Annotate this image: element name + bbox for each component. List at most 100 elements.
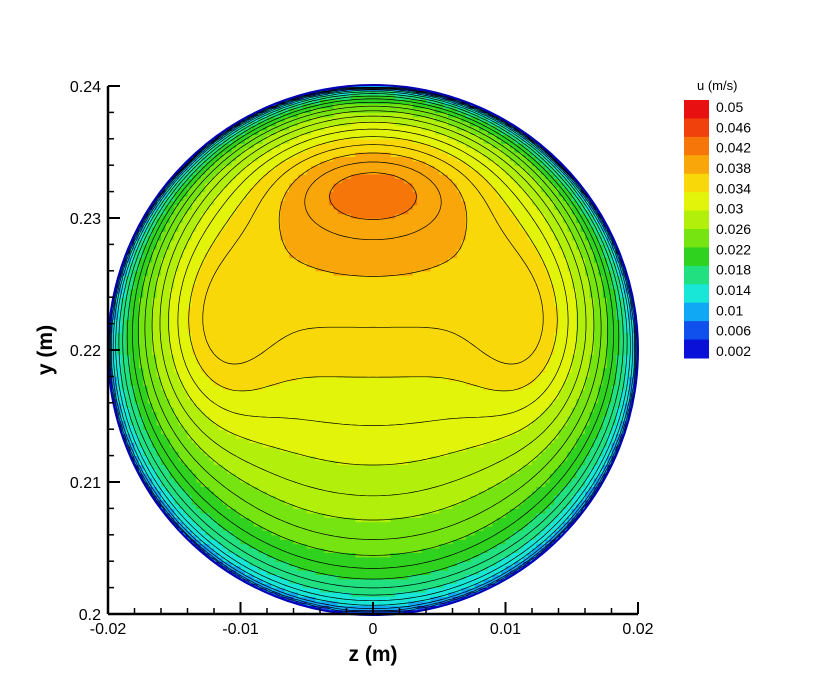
field-cell xyxy=(289,482,295,487)
field-cell xyxy=(275,429,281,435)
field-cell xyxy=(328,578,334,584)
field-cell xyxy=(214,512,220,518)
field-cell xyxy=(311,473,317,479)
field-cell xyxy=(576,464,582,470)
field-cell xyxy=(629,539,635,545)
field-cell xyxy=(293,508,299,514)
field-cell xyxy=(390,490,396,496)
field-cell xyxy=(607,596,613,602)
field-cell xyxy=(505,477,511,483)
field-cell xyxy=(205,517,211,523)
field-cell xyxy=(147,565,153,571)
field-cell xyxy=(501,495,507,501)
field-cell xyxy=(430,570,436,575)
field-cell xyxy=(598,574,604,580)
field-cell xyxy=(337,517,343,523)
field-cell xyxy=(567,574,573,580)
field-cell xyxy=(205,499,211,505)
field-cell xyxy=(373,446,379,452)
field-cell xyxy=(169,583,175,589)
field-cell xyxy=(342,574,348,580)
field-cell xyxy=(134,605,140,611)
field-cell xyxy=(328,455,334,461)
field-cell xyxy=(112,565,118,571)
field-cell xyxy=(302,433,308,439)
field-cell xyxy=(169,504,175,509)
field-cell xyxy=(324,521,330,527)
field-cell xyxy=(165,565,171,571)
field-cell xyxy=(218,482,224,487)
field-cell xyxy=(125,473,131,479)
field-cell xyxy=(346,574,352,580)
field-cell xyxy=(567,552,573,558)
field-cell xyxy=(390,526,396,531)
field-cell xyxy=(593,508,599,514)
field-cell xyxy=(571,504,577,509)
field-cell xyxy=(633,460,638,465)
field-cell xyxy=(244,499,250,505)
field-cell xyxy=(311,570,317,575)
field-cell xyxy=(514,499,520,505)
field-cell xyxy=(412,574,418,580)
field-cell xyxy=(231,587,237,593)
field-cell xyxy=(328,473,334,479)
field-cell xyxy=(262,543,268,549)
field-cell xyxy=(395,534,401,540)
field-cell xyxy=(629,521,635,527)
field-cell xyxy=(589,468,595,474)
field-cell xyxy=(607,526,613,531)
field-cell xyxy=(412,473,418,479)
field-cell xyxy=(196,460,202,465)
field-cell xyxy=(121,596,127,602)
field-cell xyxy=(580,600,586,606)
field-cell xyxy=(403,433,409,439)
field-cell xyxy=(359,543,365,549)
field-cell xyxy=(297,504,303,509)
field-cell xyxy=(116,539,122,545)
field-cell xyxy=(501,451,507,457)
field-cell xyxy=(355,499,361,505)
field-cell xyxy=(196,508,202,514)
field-cell xyxy=(178,460,184,465)
field-cell xyxy=(152,596,158,602)
field-cell xyxy=(328,508,334,514)
field-cell xyxy=(342,455,348,461)
field-cell xyxy=(161,433,167,439)
field-cell xyxy=(624,504,630,509)
field-cell xyxy=(532,460,538,465)
field-cell xyxy=(580,548,586,553)
field-cell xyxy=(368,556,374,562)
field-cell xyxy=(249,534,255,540)
field-cell xyxy=(350,495,356,501)
field-cell xyxy=(536,521,542,527)
field-cell xyxy=(284,499,290,505)
field-cell xyxy=(368,534,374,540)
field-cell xyxy=(368,495,374,501)
field-cell xyxy=(509,504,515,509)
field-cell xyxy=(156,574,162,580)
field-cell xyxy=(408,517,414,523)
field-cell xyxy=(183,433,189,439)
field-cell xyxy=(368,464,374,470)
field-cell xyxy=(311,460,317,465)
field-cell xyxy=(523,583,529,589)
field-cell xyxy=(536,548,542,553)
field-cell xyxy=(443,468,449,474)
field-cell xyxy=(474,482,480,487)
field-cell xyxy=(169,574,175,580)
field-cell xyxy=(161,451,167,457)
field-cell xyxy=(624,548,630,553)
field-cell xyxy=(355,534,361,540)
field-cell xyxy=(607,446,613,452)
field-cell xyxy=(483,477,489,483)
field-cell xyxy=(156,570,162,575)
field-cell xyxy=(624,570,630,575)
field-cell xyxy=(403,473,409,479)
field-cell xyxy=(364,521,370,527)
field-cell xyxy=(611,486,617,492)
field-cell xyxy=(456,504,462,509)
field-cell xyxy=(571,446,577,452)
field-cell xyxy=(205,446,211,452)
field-cell xyxy=(483,495,489,501)
field-cell xyxy=(231,490,237,496)
